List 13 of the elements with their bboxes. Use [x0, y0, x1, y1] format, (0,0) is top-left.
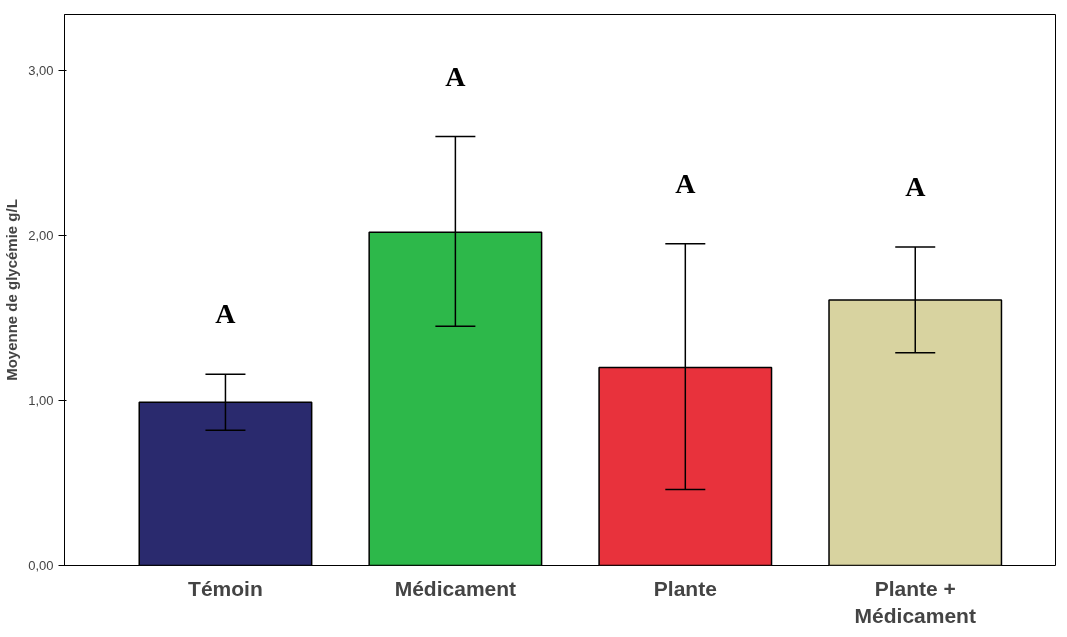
x-tick-label: Témoin: [188, 576, 263, 600]
x-tick-label: Plante + Médicament: [854, 576, 976, 628]
x-tick-label: Plante: [653, 576, 717, 600]
y-axis-title: Moyenne de glycémie g/L: [3, 199, 21, 381]
y-tick-label: 3,00: [28, 63, 54, 79]
y-tick-label: 2,00: [28, 228, 54, 244]
y-tick-label: 0,00: [28, 558, 54, 573]
y-tick-label: 1,00: [28, 393, 54, 409]
annotation: A: [445, 60, 467, 92]
x-tick-label: Médicament: [394, 576, 517, 600]
annotation: A: [675, 167, 697, 199]
annotation: A: [905, 171, 927, 203]
annotation: A: [215, 298, 237, 330]
